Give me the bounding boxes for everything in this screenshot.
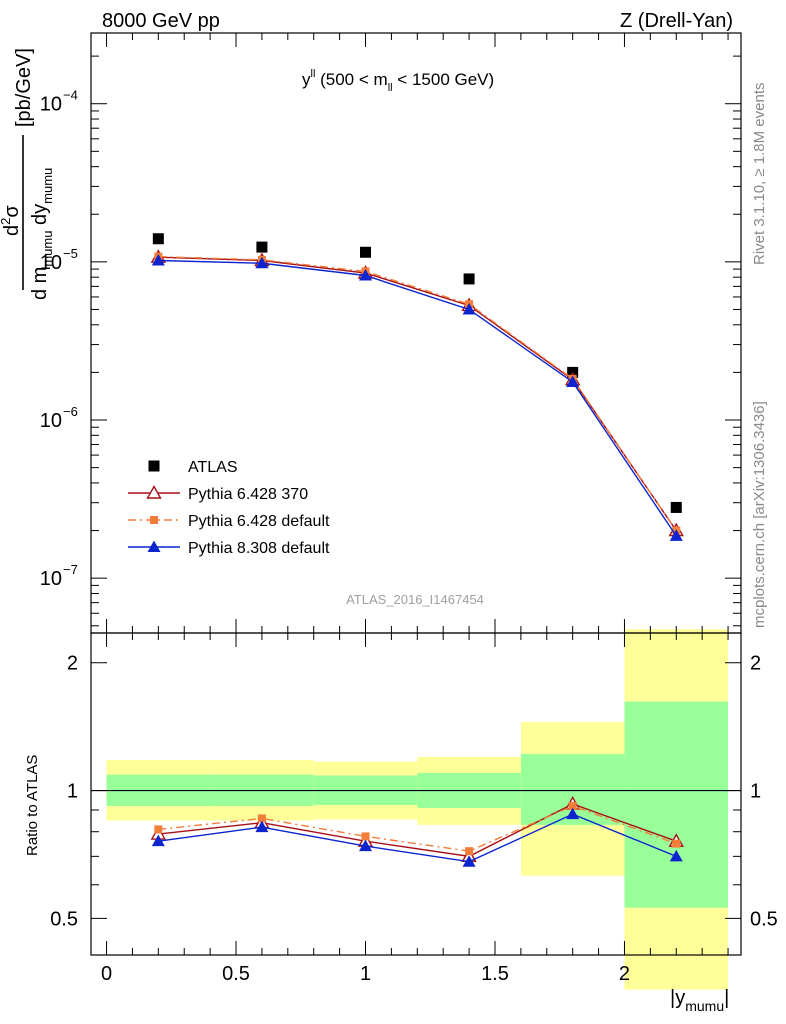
y-tick-label-main: 10 (40, 568, 62, 590)
series-line-ratio (158, 805, 677, 852)
header-right: Z (Drell-Yan) (620, 10, 733, 32)
data-point-main (669, 529, 683, 541)
data-point-main (360, 246, 372, 258)
y-tick-label-main-exp: −7 (63, 562, 78, 577)
legend-marker (147, 540, 161, 552)
y-tick-label-main: 10 (40, 252, 62, 274)
data-point-ratio (669, 849, 683, 862)
y-tick-label-ratio: 1 (67, 781, 78, 803)
ratio-frame-box (90, 632, 742, 956)
data-point-ratio (462, 855, 476, 867)
x-axis-label: |ymumu| (670, 987, 729, 1014)
data-point-main (670, 501, 682, 513)
y-tick-label-ratio-right: 0.5 (750, 908, 778, 930)
data-point-ratio (154, 825, 163, 834)
band-inner-5 (624, 701, 729, 908)
data-point-ratio (255, 820, 269, 833)
data-point-ratio (465, 847, 474, 856)
ratio-panel-series (150, 796, 684, 867)
data-point-main (152, 233, 164, 245)
data-point-main (566, 375, 580, 387)
legend-marker (146, 485, 162, 499)
data-point-main (359, 268, 373, 281)
data-point-main (463, 273, 475, 285)
y-tick-label-main-exp: −4 (63, 88, 78, 103)
x-tick-label: 2 (619, 963, 630, 985)
data-point-main (151, 254, 165, 266)
x-tick-label: 0.5 (222, 963, 250, 985)
legend: ATLAS Pythia 6.428 370 Pythia 6.428 defaul… (128, 459, 330, 557)
main-panel-ticks: 10−710−610−510−4 (40, 33, 741, 633)
legend-label: Pythia 6.428 default (188, 513, 330, 530)
legend-label: Pythia 6.428 370 (188, 486, 308, 503)
y-axis-label-main: d2σ d mmumu dymumu [pb/GeV] (0, 48, 55, 300)
x-tick-label: 1 (360, 963, 371, 985)
ratio-uncertainty-bands (106, 629, 729, 990)
panel-title: yll (500 < mll < 1500 GeV) (302, 68, 494, 94)
series-line-main (158, 259, 677, 537)
y-tick-label-ratio-right: 1 (750, 781, 761, 803)
series-line-main (158, 255, 677, 531)
rivet-label: Rivet 3.1.10, ≥ 1.8M events (751, 83, 768, 266)
mcplots-label: mcplots.cern.ch [arXiv:1306.3436] (751, 401, 768, 628)
x-tick-label: 0 (101, 963, 112, 985)
y-tick-label-ratio: 0.5 (50, 908, 78, 930)
legend-label: ATLAS (188, 459, 238, 476)
data-point-ratio (568, 801, 577, 810)
legend-marker (148, 460, 160, 472)
svg-text:d mmumu dymumu: d mmumu dymumu (29, 168, 55, 300)
header-left: 8000 GeV pp (102, 10, 220, 32)
svg-text:[pb/GeV]: [pb/GeV] (13, 48, 35, 127)
ratio-panel-frame (90, 632, 742, 956)
data-point-main (256, 241, 268, 253)
y-tick-label-ratio: 2 (67, 653, 78, 675)
data-point-ratio (151, 834, 165, 847)
y-tick-label-main-exp: −6 (63, 404, 78, 419)
y-tick-label-main-exp: −5 (63, 246, 78, 261)
y-tick-label-main: 10 (40, 94, 62, 116)
data-point-main (462, 302, 476, 315)
data-point-ratio (672, 839, 681, 848)
legend-marker (150, 516, 158, 524)
series-line-ratio (158, 813, 677, 863)
data-point-ratio (359, 839, 373, 852)
x-tick-label: 1.5 (481, 963, 509, 985)
data-point-ratio (566, 807, 580, 820)
data-point-main (255, 256, 269, 269)
svg-text:d2σ: d2σ (0, 205, 23, 236)
ratio-panel-ticks: 0 0.5 1 1.5 2 0.5 0.5 1 1 2 2 (50, 633, 778, 985)
y-tick-label-ratio-right: 2 (750, 653, 761, 675)
legend-label: Pythia 8.308 default (188, 540, 330, 557)
data-point-ratio (257, 814, 266, 823)
data-point-ratio (361, 832, 370, 841)
y-axis-label-ratio: Ratio to ATLAS (24, 755, 41, 856)
analysis-watermark: ATLAS_2016_I1467454 (346, 592, 484, 607)
main-panel-series (150, 233, 684, 541)
y-tick-label-main: 10 (40, 410, 62, 432)
series-line-ratio (158, 803, 677, 858)
